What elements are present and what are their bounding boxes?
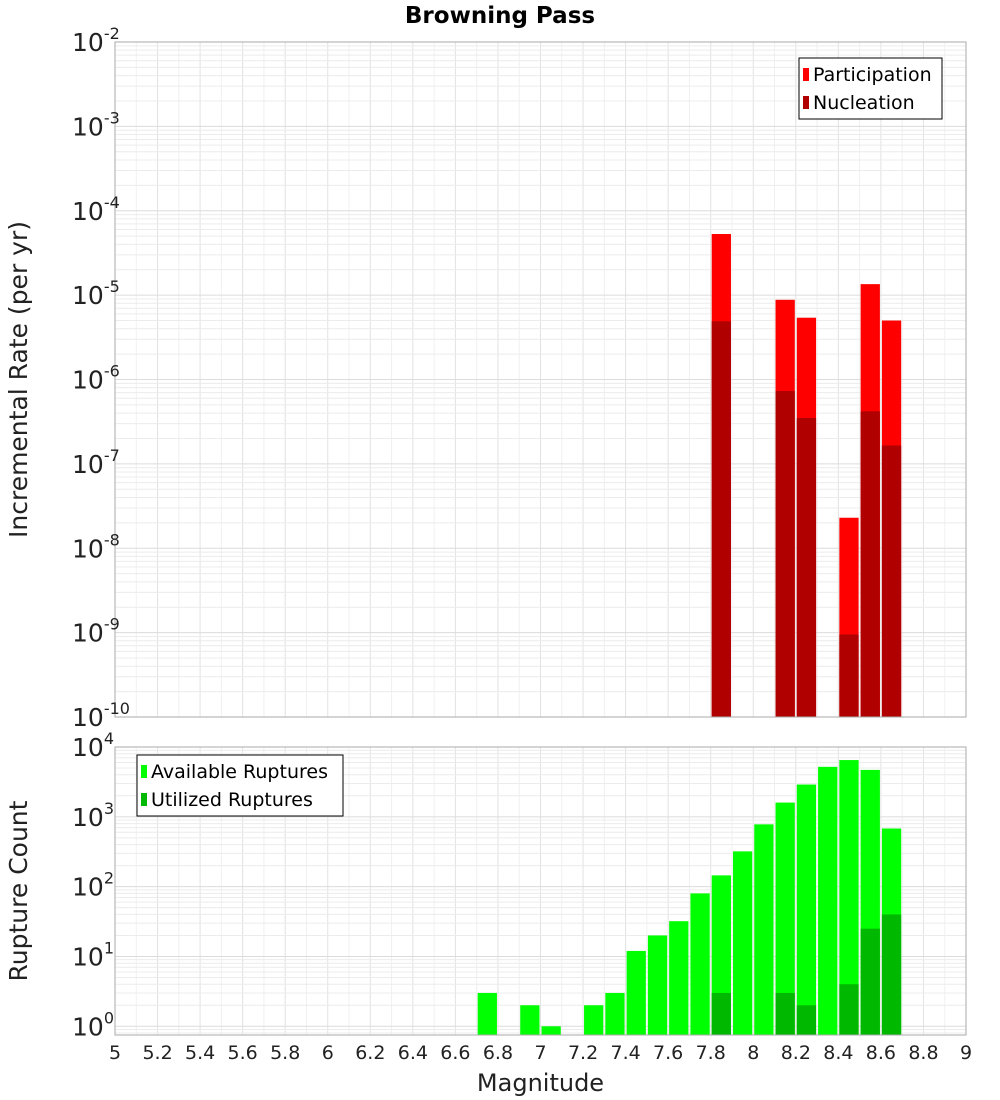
x-tick-label: 5.8 (270, 1042, 300, 1064)
y-tick-label: 10-9 (72, 615, 120, 648)
x-tick-label: 7.6 (653, 1042, 683, 1064)
legend-label: Utilized Ruptures (151, 789, 313, 811)
count-panel-y-ticks: 100 101 102 103 104 (72, 729, 114, 1041)
x-tick-label: 5.4 (185, 1042, 215, 1064)
bar-utilized-ruptures (839, 984, 859, 1035)
y-tick-label: 10-4 (72, 193, 120, 226)
x-tick-label: 5.2 (142, 1042, 172, 1064)
x-tick-label: 8.2 (781, 1042, 811, 1064)
legend-box (136, 754, 344, 817)
count-panel-bars (477, 760, 902, 1035)
legend-label: Participation (813, 64, 932, 86)
bar-available-ruptures (818, 766, 838, 1035)
x-tick-label: 7.2 (568, 1042, 598, 1064)
rate-panel-y-ticks: 10-10 10-9 10-8 10-7 10-6 10-5 10-4 10-3 10-2 (72, 24, 130, 732)
x-tick-label: 8.6 (866, 1042, 896, 1064)
magnitude-x-ticks: 5 5.2 5.4 5.6 5.8 6 6.2 6.4 6.6 6.8 7 7.2 7.4 7.6 7.8 8… (109, 1042, 972, 1064)
x-tick-label: 8 (747, 1042, 759, 1064)
x-tick-label: 5 (109, 1042, 121, 1064)
y-tick-label: 10-10 (72, 699, 130, 732)
x-tick-label: 6 (322, 1042, 334, 1064)
bar-nucleation (881, 445, 902, 717)
y-tick-label: 104 (72, 729, 114, 762)
bar-available-ruptures (626, 950, 646, 1035)
x-tick-label: 8.8 (908, 1042, 938, 1064)
x-tick-label: 7.8 (696, 1042, 726, 1064)
bar-available-ruptures (775, 802, 795, 1035)
bar-available-ruptures (541, 1026, 561, 1035)
legend-swatch (141, 793, 147, 806)
bar-nucleation (711, 321, 731, 717)
bar-nucleation (775, 391, 795, 717)
x-tick-label: 5.6 (228, 1042, 258, 1064)
bar-utilized-ruptures (796, 1005, 817, 1035)
rate-y-axis-label: Incremental Rate (per yr) (4, 221, 33, 538)
bar-available-ruptures (605, 992, 625, 1035)
bar-available-ruptures (754, 824, 774, 1035)
magnitude-x-axis-label: Magnitude (477, 1069, 604, 1097)
bar-available-ruptures (477, 992, 497, 1035)
bar-available-ruptures (647, 935, 668, 1035)
bar-available-ruptures (839, 760, 859, 1035)
legend-label: Available Ruptures (151, 761, 328, 783)
bar-nucleation (839, 634, 859, 717)
x-tick-label: 7.4 (610, 1042, 640, 1064)
y-tick-label: 10-6 (72, 362, 120, 395)
bar-utilized-ruptures (860, 928, 880, 1035)
x-tick-label: 6.2 (355, 1042, 385, 1064)
bar-available-ruptures (669, 921, 689, 1035)
y-tick-label: 10-5 (72, 277, 120, 310)
y-tick-label: 10-7 (72, 446, 120, 479)
bar-nucleation (796, 417, 817, 717)
chart-title: Browning Pass (405, 3, 595, 29)
legend-swatch (141, 765, 147, 778)
x-tick-label: 7 (534, 1042, 546, 1064)
x-tick-label: 6.6 (440, 1042, 470, 1064)
y-tick-label: 102 (72, 869, 114, 902)
rate-panel-grid (114, 42, 967, 718)
rate-panel-bars (711, 234, 902, 717)
rate-panel-frame (114, 41, 967, 718)
legend-swatch (803, 68, 809, 81)
y-tick-label: 10-3 (72, 108, 120, 141)
x-tick-label: 9 (960, 1042, 972, 1064)
bar-available-ruptures (584, 1005, 604, 1035)
count-y-axis-label: Rupture Count (4, 800, 33, 981)
rate-legend: Participation Nucleation (798, 57, 943, 120)
bar-utilized-ruptures (881, 914, 902, 1035)
bar-nucleation (860, 411, 880, 717)
x-tick-label: 6.8 (483, 1042, 513, 1064)
y-tick-label: 101 (72, 938, 114, 971)
bar-available-ruptures (732, 851, 753, 1035)
y-tick-label: 103 (72, 799, 114, 832)
x-tick-label: 6.4 (398, 1042, 428, 1064)
bar-utilized-ruptures (711, 992, 731, 1035)
bar-available-ruptures (796, 784, 817, 1035)
y-tick-label: 100 (72, 1008, 114, 1041)
legend-swatch (803, 96, 809, 109)
y-tick-label: 10-2 (72, 24, 120, 57)
y-tick-label: 10-8 (72, 530, 120, 563)
count-legend: Available Ruptures Utilized Ruptures (136, 754, 344, 817)
legend-box (798, 57, 943, 120)
bar-available-ruptures (690, 893, 710, 1035)
legend-label: Nucleation (813, 92, 915, 114)
bar-available-ruptures (520, 1005, 540, 1035)
x-tick-label: 8.4 (823, 1042, 853, 1064)
bar-utilized-ruptures (775, 992, 795, 1035)
count-panel-frame (114, 746, 967, 1036)
